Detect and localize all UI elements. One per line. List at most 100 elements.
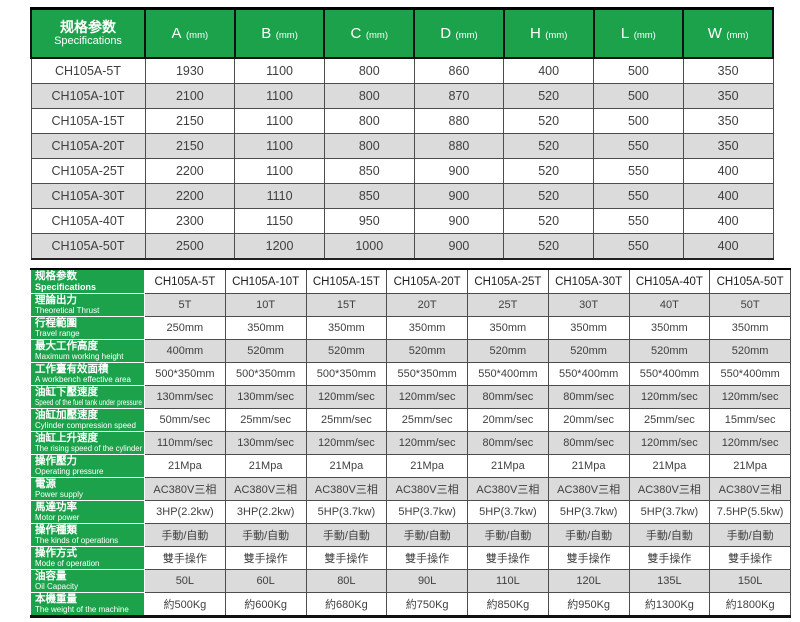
table-cell: 900 [413,208,505,234]
table-cell: 250mm [144,316,226,340]
model-cell: CH105A-50T [30,233,146,260]
table-cell: 800 [323,133,415,159]
table-cell: AC380V三相 [628,477,711,501]
table-cell: 20mm/sec [547,408,630,432]
row-label: 工作臺有效面積 A workbench effective area [30,362,145,386]
table-cell: 550*400mm [547,362,630,386]
table-cell: 1100 [234,57,325,84]
table-cell: 350mm [224,316,307,340]
table-cell: 900 [413,158,505,184]
table-cell: 130mm/sec [144,385,226,409]
table-cell: 手動/自動 [224,523,307,547]
table-cell: 約600Kg [224,592,307,617]
model-column-header: CH105A-25T [467,268,549,294]
table-cell: 25mm/sec [386,408,468,432]
table-cell: 350mm [467,316,549,340]
table-row: 油缸下壓速度 Speed of the fuel tank under press… [30,385,791,409]
dimensions-table-body: CH105A-5T 1930 1100 800 860 400 500 350 CH105A-1… [30,57,774,260]
table-cell: 520mm [467,339,549,363]
table-row: 行程範圍 Travel range 250mm 350mm 350mm 350mm 350m… [30,316,791,340]
table-cell: 520mm [305,339,388,363]
row-label-en: Speed of the fuel tank under pressure [35,398,142,407]
row-label-en: Motor power [35,513,80,522]
table-cell: 550 [593,233,684,260]
table-cell: 550 [593,208,684,234]
table-cell: 約850Kg [467,592,549,617]
table-cell: 350mm [386,316,468,340]
table-cell: 雙手操作 [144,546,226,570]
table-cell: 350mm [709,316,791,340]
spec-header: 规格参数 Specifications [30,7,146,59]
model-column-header: CH105A-30T [547,268,630,294]
dimensions-table: 规格参数 Specifications A (mm) B (mm) C (mm) D (m… [30,7,774,260]
table-cell: 2200 [144,158,236,184]
row-label-zh: 馬達功率 [35,501,77,513]
column-unit: (mm) [726,29,749,41]
table-cell: 手動/自動 [709,523,791,547]
table-cell: 手動/自動 [547,523,630,547]
table-cell: 800 [323,108,415,134]
table-row: CH105A-20T 2150 1100 800 880 520 550 350 [30,133,774,159]
row-label: 馬達功率 Motor power [30,500,145,524]
table-cell: 50L [144,569,226,593]
table-row: CH105A-30T 2200 1110 850 900 520 550 400 [30,183,774,209]
table-cell: 21Mpa [547,454,630,478]
table-cell: 520mm [547,339,630,363]
table-cell: 約1800Kg [709,592,791,617]
column-unit: (mm) [545,29,568,41]
table-cell: 850 [323,183,415,209]
model-column-header: CH105A-20T [386,268,468,294]
table-cell: 25T [467,293,549,317]
table-cell: 5HP(3.7kw) [305,500,388,524]
column-header: C (mm) [323,7,416,59]
table-cell: 80mm/sec [467,385,549,409]
table-cell: 520mm [628,339,711,363]
row-label-en: The weight of the machine [35,605,129,614]
table-cell: 880 [413,108,505,134]
column-header: D (mm) [413,7,505,59]
row-label-en: Theoretical Thrust [35,306,100,315]
row-label: 油缸上升速度 The rising speed of the cylinder [30,431,145,455]
table-cell: 20T [386,293,468,317]
row-label-zh: 油缸下壓速度 [35,386,98,398]
table-cell: 80mm/sec [547,431,630,455]
column-header: H (mm) [502,7,595,59]
column-letter: B [261,24,272,42]
table-row: 操作種類 The kinds of operations 手動/自動 手動/自動 手動/… [30,523,791,547]
table-cell: 1100 [234,133,325,159]
table-cell: 500 [593,83,684,109]
table-cell: 2100 [144,83,236,109]
table-cell: 500 [593,57,684,84]
column-unit: (mm) [455,29,478,41]
table-cell: 120mm/sec [386,385,468,409]
spec-header-en: Specifications [54,35,122,47]
table-cell: 21Mpa [386,454,468,478]
table-cell: 15mm/sec [709,408,791,432]
table-cell: 約500Kg [144,592,226,617]
table-cell: 130mm/sec [224,431,307,455]
table-row: CH105A-5T 1930 1100 800 860 400 500 350 [30,57,774,84]
table-cell: 870 [413,83,505,109]
table-cell: 880 [413,133,505,159]
table-cell: 500 [593,108,684,134]
table-cell: AC380V三相 [305,477,388,501]
table-cell: 80L [305,569,388,593]
table-cell: 550 [593,183,684,209]
column-letter: A [171,24,182,42]
table-cell: 550*350mm [386,362,468,386]
table-cell: 21Mpa [709,454,791,478]
table-cell: 5T [144,293,226,317]
table-cell: 520mm [386,339,468,363]
table-cell: 350mm [547,316,630,340]
column-letter: H [529,24,541,42]
row-label: 操作方式 Mode of operation [30,546,145,570]
column-letter: D [440,24,452,42]
column-unit: (mm) [633,29,656,41]
table-cell: 350 [682,57,774,84]
table-cell: 80mm/sec [547,385,630,409]
table-row: CH105A-15T 2150 1100 800 880 520 500 350 [30,108,774,134]
table-cell: 110L [467,569,549,593]
table-cell: 120mm/sec [305,385,388,409]
table-cell: 1000 [323,233,415,260]
table-cell: 150L [709,569,791,593]
